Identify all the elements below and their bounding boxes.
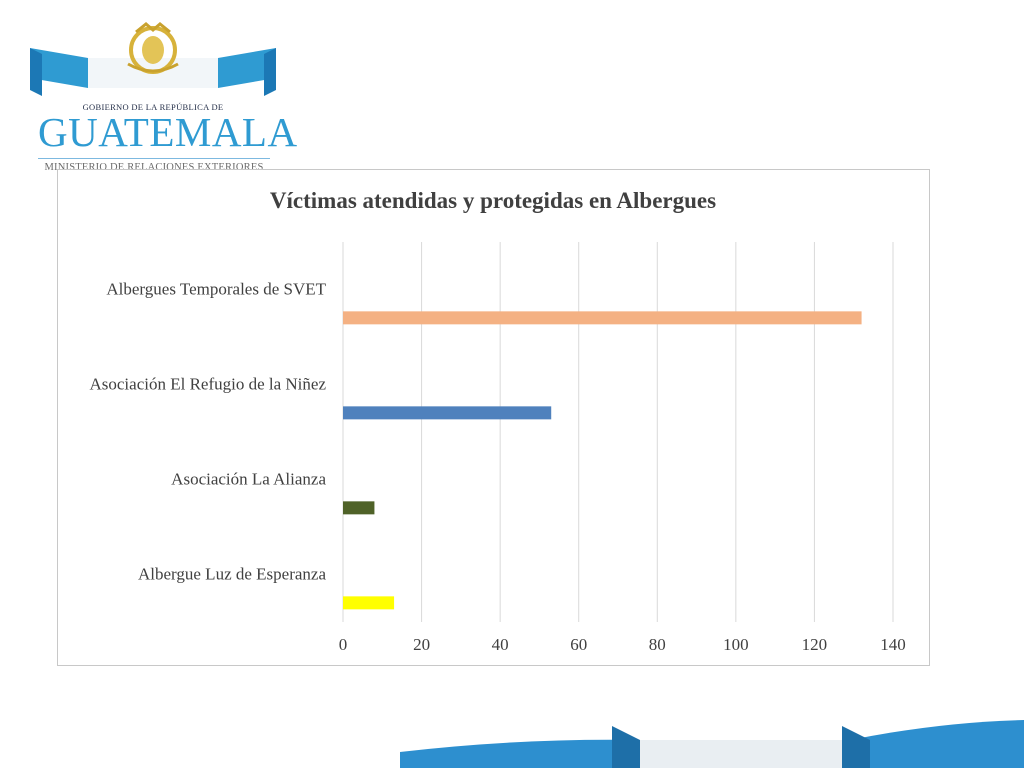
ministry-name: MINISTERIO DE RELACIONES EXTERIORES (44, 162, 264, 173)
logo-divider (38, 158, 270, 159)
x-tick-140: 140 (880, 635, 906, 654)
bars (343, 311, 862, 610)
x-tick-0: 0 (339, 635, 348, 654)
x-tick-80: 80 (649, 635, 666, 654)
ministry-logo: GOBIERNO DE LA REPÚBLICA DE GUATEMALA MI… (28, 20, 298, 173)
category-label-3: Asociación La Alianza (171, 469, 326, 488)
category-labels: Albergues Temporales de SVET Asociación E… (89, 279, 326, 583)
category-label-1: Albergues Temporales de SVET (106, 279, 326, 298)
bar-4 (343, 596, 395, 610)
category-label-4: Albergue Luz de Esperanza (138, 564, 326, 583)
bar-2 (343, 406, 552, 420)
category-label-2: Asociación El Refugio de la Niñez (89, 374, 326, 393)
x-tick-60: 60 (570, 635, 587, 654)
x-tick-40: 40 (492, 635, 509, 654)
grid-lines (342, 242, 894, 622)
government-line: GOBIERNO DE LA REPÚBLICA DE (82, 102, 224, 112)
x-tick-20: 20 (413, 635, 430, 654)
bar-3 (343, 501, 375, 515)
x-tick-120: 120 (802, 635, 828, 654)
x-tick-100: 100 (723, 635, 749, 654)
flag-banner-icon (30, 22, 276, 96)
chart-title: Víctimas atendidas y protegidas en Alber… (269, 188, 717, 213)
country-name: GUATEMALA (38, 109, 298, 155)
bar-1 (343, 311, 862, 325)
x-tick-labels: 0 20 40 60 80 100 120 140 (339, 635, 906, 654)
